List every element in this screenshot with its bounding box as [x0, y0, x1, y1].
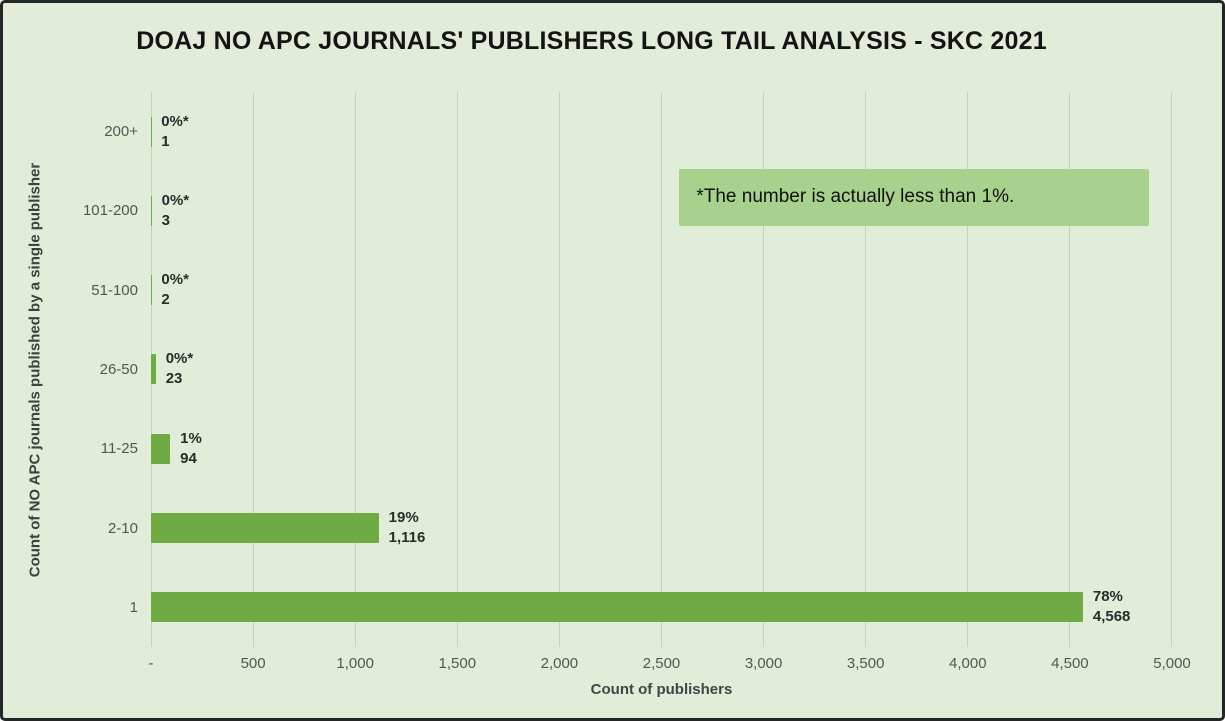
- plot-area: 0%* 1 0%* 3 0%* 2 0%* 23 1% 94 19% 1,116 78% 4,568 *T…: [151, 92, 1172, 647]
- x-tick-label: 3,000: [744, 655, 783, 672]
- bar-row: 0%* 3: [151, 171, 1171, 250]
- bar: [151, 592, 1083, 623]
- y-tick-label: 11-25: [100, 440, 138, 458]
- x-axis-ticks: - 500 1,000 1,500 2,000 2,500 3,000 3,500 4,000 4…: [148, 647, 1191, 677]
- x-tick-label: -: [148, 655, 154, 672]
- bar-percent-label: 19%: [388, 509, 419, 527]
- x-tick-label: 1,000: [336, 655, 374, 672]
- x-axis-title-spacer: [11, 681, 151, 698]
- bar-percent-label: 78%: [1092, 588, 1123, 606]
- annotation-box: *The number is actually less than 1%.: [679, 168, 1149, 226]
- y-tick-label: 101-200: [82, 202, 138, 220]
- x-tick-label: 2,000: [540, 655, 579, 672]
- x-tick-label: 2,500: [642, 655, 681, 672]
- bar-percent-label: 0%*: [161, 271, 189, 289]
- bar-value-label: 4,568: [1092, 608, 1131, 626]
- bar-row: 0%* 23: [151, 330, 1171, 409]
- bar-percent-label: 0%*: [165, 350, 194, 368]
- x-tick-label: 4,500: [1051, 655, 1089, 672]
- y-tick-label: 1: [129, 598, 138, 616]
- bar-percent-label: 1%: [180, 429, 202, 447]
- bar: [151, 195, 152, 226]
- y-tick-label: 51-100: [91, 281, 138, 299]
- x-tick-label: 1,500: [438, 655, 477, 672]
- chart-title: DOAJ NO APC JOURNALS' PUBLISHERS LONG TA…: [136, 27, 1047, 55]
- bar-label: 19% 1,116: [389, 508, 426, 548]
- bar-row: 0%* 1: [151, 92, 1171, 171]
- bar-row: 19% 1,116: [151, 488, 1171, 567]
- bar-value-label: 3: [161, 211, 170, 229]
- y-axis-title: Count of NO APC journals published by a …: [26, 162, 44, 577]
- x-tick-label: 4,000: [949, 655, 987, 672]
- x-axis: - 500 1,000 1,500 2,000 2,500 3,000 3,500 4,000 4…: [11, 647, 1191, 677]
- bar-label: 0%* 2: [161, 270, 189, 310]
- bar: [151, 513, 379, 544]
- bar-value-label: 23: [165, 370, 183, 388]
- bar-label: 78% 4,568: [1093, 587, 1131, 627]
- annotation-text: *The number is actually less than 1%.: [696, 186, 1015, 208]
- x-tick-label: 3,500: [846, 655, 885, 672]
- y-tick-label: 26-50: [99, 360, 138, 378]
- x-tick-label: 500: [240, 655, 266, 672]
- y-axis-title-column: Count of NO APC journals published by a …: [11, 92, 59, 647]
- bar-percent-label: 0%*: [161, 112, 189, 130]
- bar-value-label: 2: [161, 291, 170, 309]
- bar: [151, 354, 156, 385]
- x-axis-title-row: Count of publishers: [11, 681, 1172, 698]
- x-axis-spacer: [11, 647, 151, 677]
- plot: Count of NO APC journals published by a …: [11, 92, 1172, 647]
- bar-label: 0%* 23: [166, 349, 194, 389]
- bar-value-label: 94: [180, 449, 197, 467]
- x-tick-label: 5,000: [1153, 655, 1191, 672]
- bar-row: 78% 4,568: [151, 568, 1171, 647]
- bar-row: 1% 94: [151, 409, 1171, 488]
- bar-label: 1% 94: [180, 429, 202, 469]
- bar-label: 0%* 3: [162, 191, 190, 231]
- bar-value-label: 1,116: [388, 529, 426, 547]
- bar-percent-label: 0%*: [161, 191, 190, 209]
- y-tick-label: 2-10: [107, 519, 138, 537]
- y-tick-label: 200+: [104, 123, 138, 141]
- bar-value-label: 1: [161, 132, 170, 150]
- x-axis-title: Count of publishers: [590, 681, 733, 698]
- bar-label: 0%* 1: [161, 112, 189, 152]
- bar: [151, 433, 171, 464]
- y-axis-labels: 200+ 101-200 51-100 26-50 11-25 2-10 1: [59, 92, 151, 647]
- plot-rows: 0%* 1 0%* 3 0%* 2 0%* 23 1% 94 19% 1,116 78% 4,568: [151, 92, 1171, 647]
- bar-row: 0%* 2: [151, 251, 1171, 330]
